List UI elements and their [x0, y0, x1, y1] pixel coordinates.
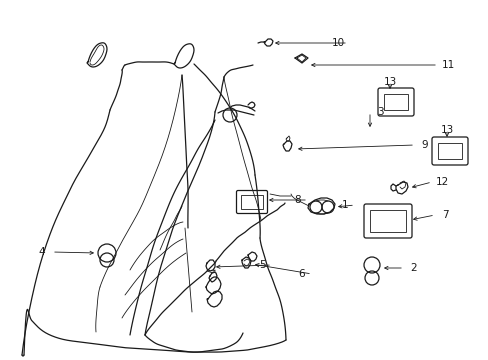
- Text: 13: 13: [383, 77, 396, 87]
- Text: 7: 7: [441, 210, 447, 220]
- Text: 5: 5: [258, 260, 265, 270]
- Text: 1: 1: [341, 200, 347, 210]
- Text: 10: 10: [331, 38, 344, 48]
- Bar: [437, 143, 461, 159]
- Text: 8: 8: [294, 195, 301, 205]
- Text: 12: 12: [434, 177, 447, 187]
- Bar: [241, 195, 263, 209]
- Bar: [383, 94, 407, 110]
- Text: 3: 3: [376, 107, 383, 117]
- Text: 13: 13: [440, 125, 453, 135]
- Text: 2: 2: [410, 263, 416, 273]
- Text: 6: 6: [298, 269, 305, 279]
- Text: 4: 4: [39, 247, 45, 257]
- Bar: [369, 210, 405, 232]
- Text: 11: 11: [441, 60, 454, 70]
- Text: 9: 9: [421, 140, 427, 150]
